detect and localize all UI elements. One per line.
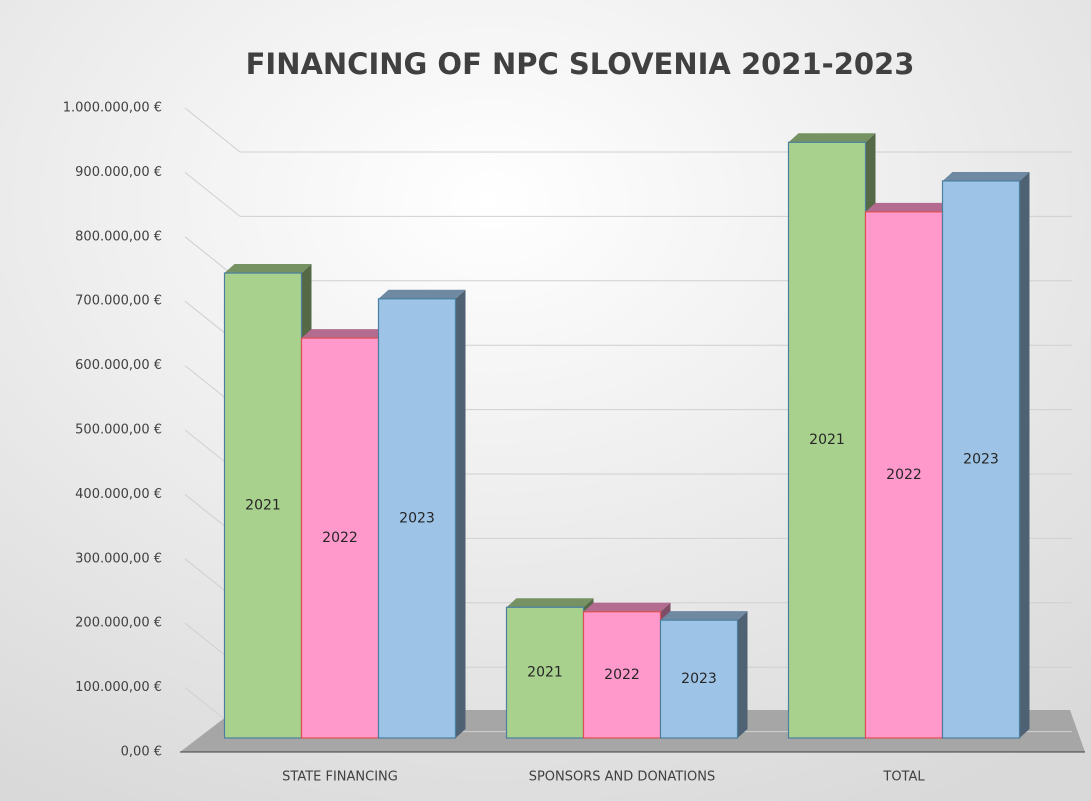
x-tick-label: TOTAL xyxy=(882,770,925,785)
y-tick-label: 400.000,00 € xyxy=(75,487,162,502)
chart-title: FINANCING OF NPC SLOVENIA 2021-2023 xyxy=(246,47,915,81)
y-tick-label: 600.000,00 € xyxy=(75,358,162,373)
bar-top xyxy=(942,171,1030,181)
grid-line xyxy=(184,172,241,217)
y-tick-label: 200.000,00 € xyxy=(75,616,162,631)
bar-side xyxy=(455,289,466,738)
bar-top xyxy=(788,133,876,143)
bar xyxy=(300,337,380,739)
bar-top xyxy=(301,329,389,339)
data-label: 2023 xyxy=(399,510,435,526)
bar-top xyxy=(660,611,748,621)
bar-top xyxy=(378,289,466,299)
x-tick-label: STATE FINANCING xyxy=(282,770,398,785)
y-tick-label: 500.000,00 € xyxy=(75,423,162,438)
bar-top xyxy=(224,264,312,274)
bar xyxy=(505,606,585,739)
bar-side xyxy=(1019,171,1030,738)
bar xyxy=(659,619,739,739)
bar xyxy=(787,141,867,739)
data-label: 2021 xyxy=(527,665,563,681)
data-label: 2022 xyxy=(322,530,358,546)
y-tick-label: 1.000.000,00 € xyxy=(63,101,162,116)
data-label: 2023 xyxy=(963,451,999,467)
bar xyxy=(223,272,303,739)
y-tick-label: 300.000,00 € xyxy=(75,551,162,566)
bar xyxy=(377,298,457,739)
y-tick-label: 0,00 € xyxy=(121,745,162,760)
y-tick-label: 900.000,00 € xyxy=(75,165,162,180)
grid-line xyxy=(184,107,241,153)
y-tick-label: 100.000,00 € xyxy=(75,680,162,695)
data-label: 2021 xyxy=(809,432,845,448)
bar-top xyxy=(583,602,671,612)
data-label: 2023 xyxy=(681,671,717,687)
data-label: 2022 xyxy=(886,467,922,483)
bar xyxy=(941,180,1021,739)
bar xyxy=(582,611,662,739)
data-label: 2021 xyxy=(245,498,281,514)
bar-top xyxy=(506,598,594,608)
y-tick-label: 800.000,00 € xyxy=(75,229,162,244)
y-tick-label: 700.000,00 € xyxy=(75,294,162,309)
bar-top xyxy=(865,202,953,212)
x-tick-label: SPONSORS AND DONATIONS xyxy=(529,770,716,785)
bar-side xyxy=(737,611,748,738)
bar xyxy=(864,211,944,739)
data-label: 2022 xyxy=(604,667,640,683)
